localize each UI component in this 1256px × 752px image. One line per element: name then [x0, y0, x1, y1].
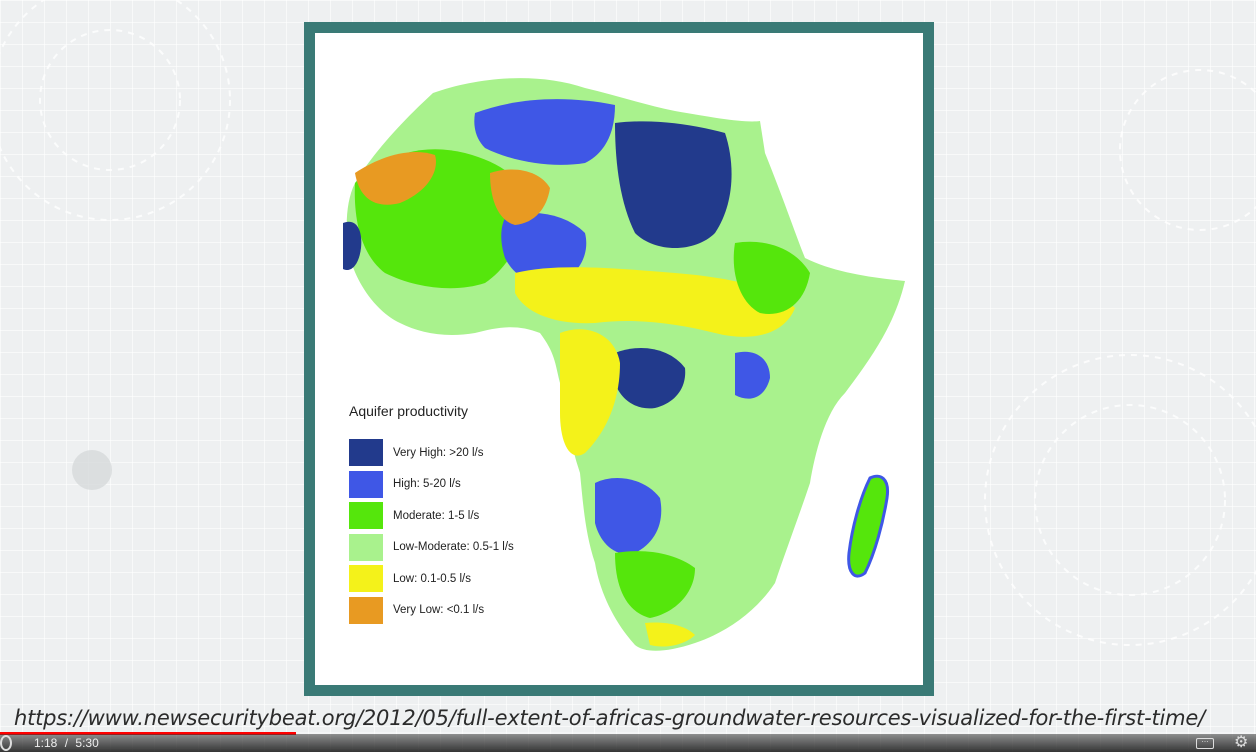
region-very-low-sahara [490, 169, 550, 225]
legend-swatch [349, 439, 383, 467]
region-low-south [645, 622, 695, 647]
legend-label: Low: 0.1-0.5 l/s [393, 572, 471, 585]
legend-item-very-high: Very High: >20 l/s [349, 437, 609, 469]
legend-swatch [349, 596, 383, 624]
current-time: 1:18 [34, 736, 58, 750]
region-very-high-northeast [615, 121, 732, 248]
legend-title: Aquifer productivity [349, 403, 469, 419]
map-legend: Aquifer productivity Very High: >20 l/s … [349, 403, 609, 626]
africa-aquifer-map [343, 78, 906, 651]
region-low-central [560, 329, 620, 456]
legend-item-moderate: Moderate: 1-5 l/s [349, 500, 609, 532]
settings-gear-icon[interactable]: ⚙ [1234, 734, 1249, 751]
time-separator: / [64, 736, 69, 750]
subtitles-icon[interactable]: ⋯ [1196, 738, 1214, 749]
legend-label: Very Low: <0.1 l/s [393, 604, 485, 617]
source-url-caption: https://www.newsecuritybeat.org/2012/05/… [14, 706, 1205, 730]
region-moderate-south [615, 551, 695, 618]
legend-item-low: Low: 0.1-0.5 l/s [349, 563, 609, 595]
legend-label: Low-Moderate: 0.5-1 l/s [393, 541, 514, 554]
legend-item-high: High: 5-20 l/s [349, 469, 609, 501]
play-pause-button[interactable] [0, 735, 12, 751]
duration: 5:30 [75, 736, 99, 750]
legend-swatch [349, 470, 383, 498]
time-display: 1:18 / 5:30 [34, 736, 99, 750]
legend-label: High: 5-20 l/s [393, 478, 461, 491]
region-moderate-east [733, 241, 810, 314]
legend-swatch [349, 533, 383, 561]
region-high-central [501, 213, 587, 285]
region-low-sahel [515, 267, 795, 337]
legend-swatch [349, 502, 383, 530]
video-controls: 1:18 / 5:30 ⋯ ⚙ [0, 734, 1256, 752]
region-high-north [474, 99, 615, 165]
region-very-low-northwest [355, 152, 436, 205]
legend-label: Moderate: 1-5 l/s [393, 509, 480, 522]
region-high-east [735, 351, 770, 399]
legend-swatch [349, 565, 383, 593]
region-high-west-coast [343, 221, 362, 271]
slide-frame: Aquifer productivity Very High: >20 l/s … [304, 22, 934, 696]
video-progress-fill [0, 732, 297, 735]
region-very-high-congo [615, 348, 686, 409]
legend-label: Very High: >20 l/s [393, 446, 484, 459]
legend-item-low-moderate: Low-Moderate: 0.5-1 l/s [349, 532, 609, 564]
region-high-southcentral [595, 478, 662, 554]
madagascar [847, 474, 890, 578]
legend-item-very-low: Very Low: <0.1 l/s [349, 595, 609, 627]
video-progress-bar[interactable] [0, 732, 1256, 735]
